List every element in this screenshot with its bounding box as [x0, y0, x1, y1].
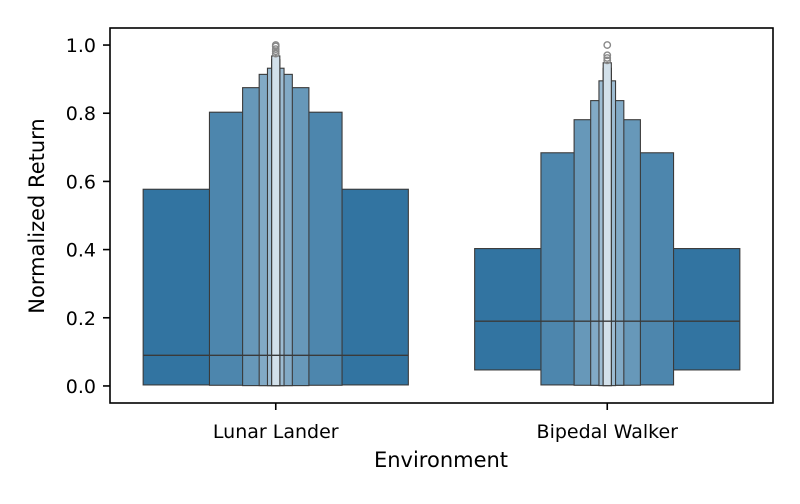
x-axis: Lunar Lander Bipedal Walker: [213, 403, 678, 443]
x-tick-label: Bipedal Walker: [537, 421, 679, 443]
y-axis: 0.0 0.2 0.4 0.6 0.8 1.0: [66, 35, 110, 398]
outlier-point: [271, 49, 280, 58]
outlier-point: [603, 41, 612, 49]
y-tick-label: 0.2: [66, 308, 96, 330]
boxes-layer: [142, 55, 741, 387]
y-tick-label: 1.0: [66, 35, 96, 57]
y-tick-label: 0.0: [66, 376, 96, 398]
outliers-layer: [271, 41, 612, 65]
outlier-point: [603, 51, 612, 60]
y-tick-label: 0.8: [66, 103, 96, 125]
x-axis-label: Environment: [374, 448, 508, 472]
x-tick-label: Lunar Lander: [213, 421, 339, 443]
y-tick-label: 0.4: [66, 240, 96, 262]
boxen-level-box: [271, 55, 281, 387]
outlier-point: [603, 54, 612, 62]
y-axis-label: Normalized Return: [25, 118, 49, 313]
outlier-point: [271, 45, 280, 54]
plot-frame: [109, 27, 774, 404]
boxen-level-box: [602, 62, 612, 387]
outlier-point: [603, 56, 612, 65]
outlier-point: [271, 41, 280, 49]
y-tick-label: 0.6: [66, 171, 96, 193]
